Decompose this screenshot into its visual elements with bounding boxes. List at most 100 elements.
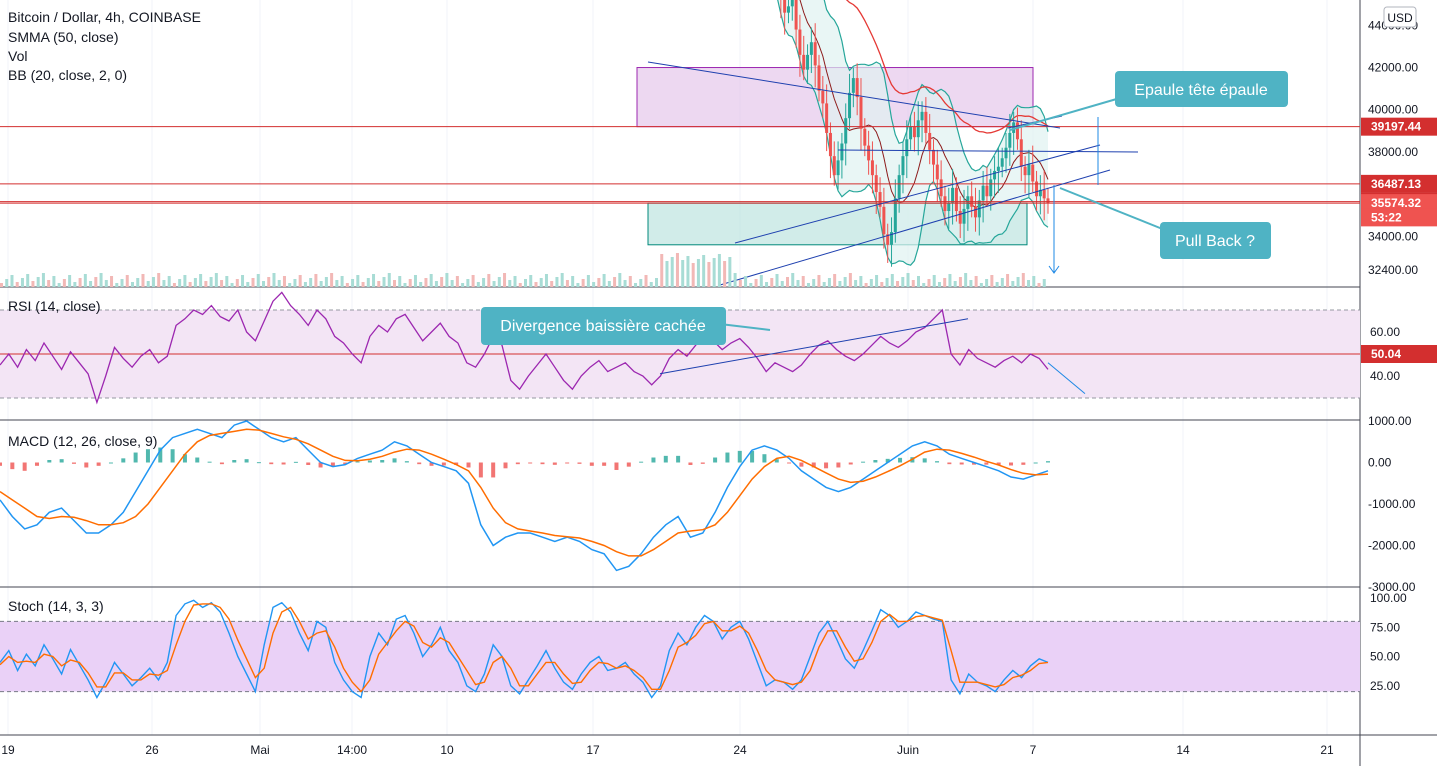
candle-body[interactable] xyxy=(828,132,832,157)
candle-body[interactable] xyxy=(897,175,901,199)
volume-bar xyxy=(728,257,732,287)
volume-bar xyxy=(372,274,376,287)
macd-histogram-bar xyxy=(700,462,705,464)
time-axis[interactable]: 19 26 Mai 14:00 10 17 24 Juin 7 14 21 xyxy=(1,743,1334,757)
volume-bar xyxy=(822,282,826,287)
candle-body[interactable] xyxy=(1031,164,1035,182)
candle-body[interactable] xyxy=(935,164,939,180)
trend-line[interactable] xyxy=(734,144,1101,244)
macd-pane[interactable] xyxy=(0,420,1050,572)
candle-body[interactable] xyxy=(958,211,962,224)
macd-line[interactable] xyxy=(0,420,1049,572)
candle-body[interactable] xyxy=(867,145,871,161)
candle-body[interactable] xyxy=(951,187,955,203)
candle-body[interactable] xyxy=(981,185,985,201)
candle-body[interactable] xyxy=(848,92,852,119)
candle-body[interactable] xyxy=(878,192,882,207)
candle-body[interactable] xyxy=(912,126,916,138)
price-tag[interactable] xyxy=(1361,117,1437,136)
candle-body[interactable] xyxy=(840,143,844,161)
candle-body[interactable] xyxy=(890,232,894,245)
candle-body[interactable] xyxy=(798,29,802,55)
candle-body[interactable] xyxy=(989,179,993,197)
candle-body[interactable] xyxy=(928,132,932,150)
candle-body[interactable] xyxy=(809,42,813,55)
candle-body[interactable] xyxy=(905,139,909,157)
price-tag[interactable] xyxy=(1361,194,1437,213)
volume-bar xyxy=(225,276,229,287)
candle-body[interactable] xyxy=(985,185,989,197)
candle-body[interactable] xyxy=(1042,189,1046,199)
candle-body[interactable] xyxy=(855,78,859,98)
candle-body[interactable] xyxy=(962,208,966,224)
candle-body[interactable] xyxy=(1008,132,1012,148)
candle-body[interactable] xyxy=(870,160,874,176)
candle-body[interactable] xyxy=(1038,189,1042,197)
candle-body[interactable] xyxy=(943,196,947,212)
trend-line[interactable] xyxy=(719,169,1111,286)
candle-body[interactable] xyxy=(813,42,817,66)
candle-body[interactable] xyxy=(851,78,855,93)
candle-body[interactable] xyxy=(790,0,794,7)
candle-body[interactable] xyxy=(783,0,787,13)
macd-histogram-bar xyxy=(589,462,594,466)
candle-body[interactable] xyxy=(996,166,1000,171)
candle-body[interactable] xyxy=(836,160,840,176)
callout-box xyxy=(1115,71,1288,107)
candle-body[interactable] xyxy=(1015,122,1019,140)
candle-body[interactable] xyxy=(832,156,836,176)
candle-body[interactable] xyxy=(932,149,935,165)
candle-body[interactable] xyxy=(886,234,890,245)
candle-body[interactable] xyxy=(786,6,790,13)
candle-body[interactable] xyxy=(1019,139,1023,167)
macd-signal-line[interactable] xyxy=(0,428,1049,557)
callout-pull-back[interactable]: Pull Back ? xyxy=(1059,187,1271,259)
candle-body[interactable] xyxy=(802,54,806,70)
candle-body[interactable] xyxy=(1012,122,1016,133)
candle-body[interactable] xyxy=(901,156,905,176)
candle-body[interactable] xyxy=(909,126,913,140)
candle-body[interactable] xyxy=(844,118,848,144)
stoch-d-line[interactable] xyxy=(0,603,1049,693)
price-axis-tick: 34000.00 xyxy=(1368,229,1418,243)
candle-body[interactable] xyxy=(916,120,920,138)
candle-body[interactable] xyxy=(1000,158,1004,167)
candle-body[interactable] xyxy=(817,65,821,91)
price-tag[interactable] xyxy=(1361,174,1437,193)
stoch-pane[interactable] xyxy=(0,599,1360,699)
candle-body[interactable] xyxy=(924,111,928,133)
candle-body[interactable] xyxy=(954,187,958,212)
volume-bar xyxy=(199,274,203,287)
candle-body[interactable] xyxy=(825,103,829,133)
candle-body[interactable] xyxy=(1035,181,1039,197)
candle-body[interactable] xyxy=(893,198,897,233)
stoch-k-line[interactable] xyxy=(0,599,1049,699)
candle-body[interactable] xyxy=(1046,198,1050,204)
volume-bar xyxy=(607,281,611,287)
candle-body[interactable] xyxy=(973,206,977,218)
candle-body[interactable] xyxy=(863,128,867,146)
candle-body[interactable] xyxy=(966,196,970,209)
callout-divergence[interactable]: Divergence baissière cachée xyxy=(481,307,771,345)
candle-body[interactable] xyxy=(794,0,798,30)
currency-button[interactable] xyxy=(1383,6,1417,28)
candle-body[interactable] xyxy=(821,90,825,104)
price-tag[interactable] xyxy=(1361,208,1437,227)
candle-body[interactable] xyxy=(1027,164,1031,176)
candle-body[interactable] xyxy=(806,54,810,70)
price-pane[interactable] xyxy=(0,0,1360,287)
candle-body[interactable] xyxy=(1023,166,1027,176)
candle-body[interactable] xyxy=(993,170,997,180)
callout-head-shoulders[interactable]: Epaule tête épaule xyxy=(1009,71,1288,131)
candle-body[interactable] xyxy=(882,206,886,235)
trend-line[interactable] xyxy=(837,149,1139,153)
trend-line[interactable] xyxy=(647,61,1061,129)
candle-body[interactable] xyxy=(920,111,924,121)
rsi-value-tag[interactable] xyxy=(1361,345,1437,363)
candle-body[interactable] xyxy=(1004,147,1008,159)
candle-body[interactable] xyxy=(947,202,951,212)
candle-body[interactable] xyxy=(859,97,863,129)
rsi-line[interactable] xyxy=(0,291,1049,405)
time-axis-tick: 17 xyxy=(586,743,600,757)
